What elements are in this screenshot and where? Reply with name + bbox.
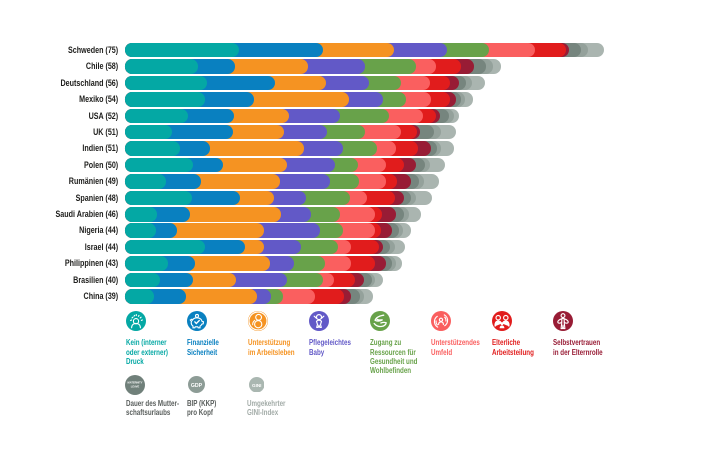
svg-text:LEAVE: LEAVE: [131, 384, 140, 388]
svg-text:GDP: GDP: [191, 383, 203, 389]
svg-text:MATERNITY: MATERNITY: [128, 380, 143, 384]
svg-text:GINI: GINI: [252, 383, 261, 388]
